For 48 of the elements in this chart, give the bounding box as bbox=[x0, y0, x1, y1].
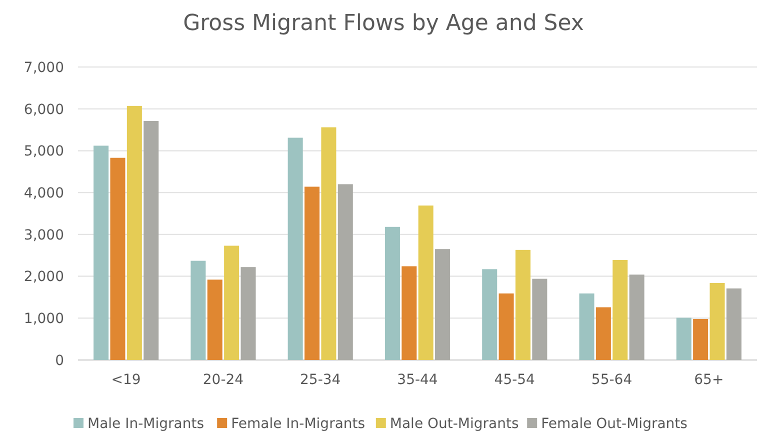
bar bbox=[338, 184, 353, 360]
bar bbox=[726, 288, 742, 360]
x-tick-label: 35-44 bbox=[397, 372, 438, 388]
bar bbox=[304, 186, 320, 360]
x-tick-label: <19 bbox=[111, 372, 141, 388]
legend-label: Female In-Migrants bbox=[231, 416, 366, 432]
y-tick-label: 7,000 bbox=[24, 60, 64, 76]
bar bbox=[532, 278, 548, 360]
y-tick-label: 5,000 bbox=[24, 144, 64, 160]
y-tick-label: 3,000 bbox=[24, 227, 64, 244]
bar bbox=[402, 266, 417, 360]
bar bbox=[418, 206, 434, 360]
chart-title: Gross Migrant Flows by Age and Sex bbox=[183, 11, 584, 36]
y-tick-label: 0 bbox=[55, 352, 64, 369]
bar bbox=[596, 307, 611, 360]
y-tick-label: 4,000 bbox=[24, 185, 64, 202]
bar bbox=[384, 226, 400, 360]
legend-label: Female Out-Migrants bbox=[541, 416, 688, 432]
bar bbox=[710, 282, 725, 360]
y-tick-label: 2,000 bbox=[24, 269, 64, 286]
bar bbox=[110, 158, 126, 360]
bar bbox=[240, 267, 256, 360]
x-tick-label: 45-54 bbox=[494, 372, 536, 388]
bar bbox=[321, 127, 336, 360]
bar bbox=[126, 106, 142, 360]
x-tick-label: 20-24 bbox=[202, 372, 244, 388]
bar bbox=[515, 250, 530, 360]
bar bbox=[676, 318, 692, 360]
bar bbox=[207, 280, 222, 360]
bar bbox=[224, 246, 240, 360]
bar bbox=[482, 269, 498, 360]
bar bbox=[579, 293, 594, 360]
bar bbox=[190, 260, 206, 360]
legend-label: Male In-Migrants bbox=[88, 416, 204, 432]
bar bbox=[629, 274, 644, 360]
x-tick-label: 25-34 bbox=[300, 372, 341, 388]
legend-label: Male Out-Migrants bbox=[390, 416, 519, 432]
bar bbox=[435, 249, 450, 360]
y-tick-label: 6,000 bbox=[24, 102, 64, 118]
bar bbox=[498, 293, 514, 360]
bar bbox=[612, 260, 628, 360]
y-tick-label: 1,000 bbox=[24, 311, 64, 328]
x-tick-label: 55-64 bbox=[591, 372, 632, 388]
bar bbox=[288, 138, 303, 360]
bar bbox=[94, 146, 109, 360]
bar bbox=[144, 120, 159, 360]
bar bbox=[693, 318, 708, 360]
x-tick-label: 65+ bbox=[694, 372, 724, 388]
